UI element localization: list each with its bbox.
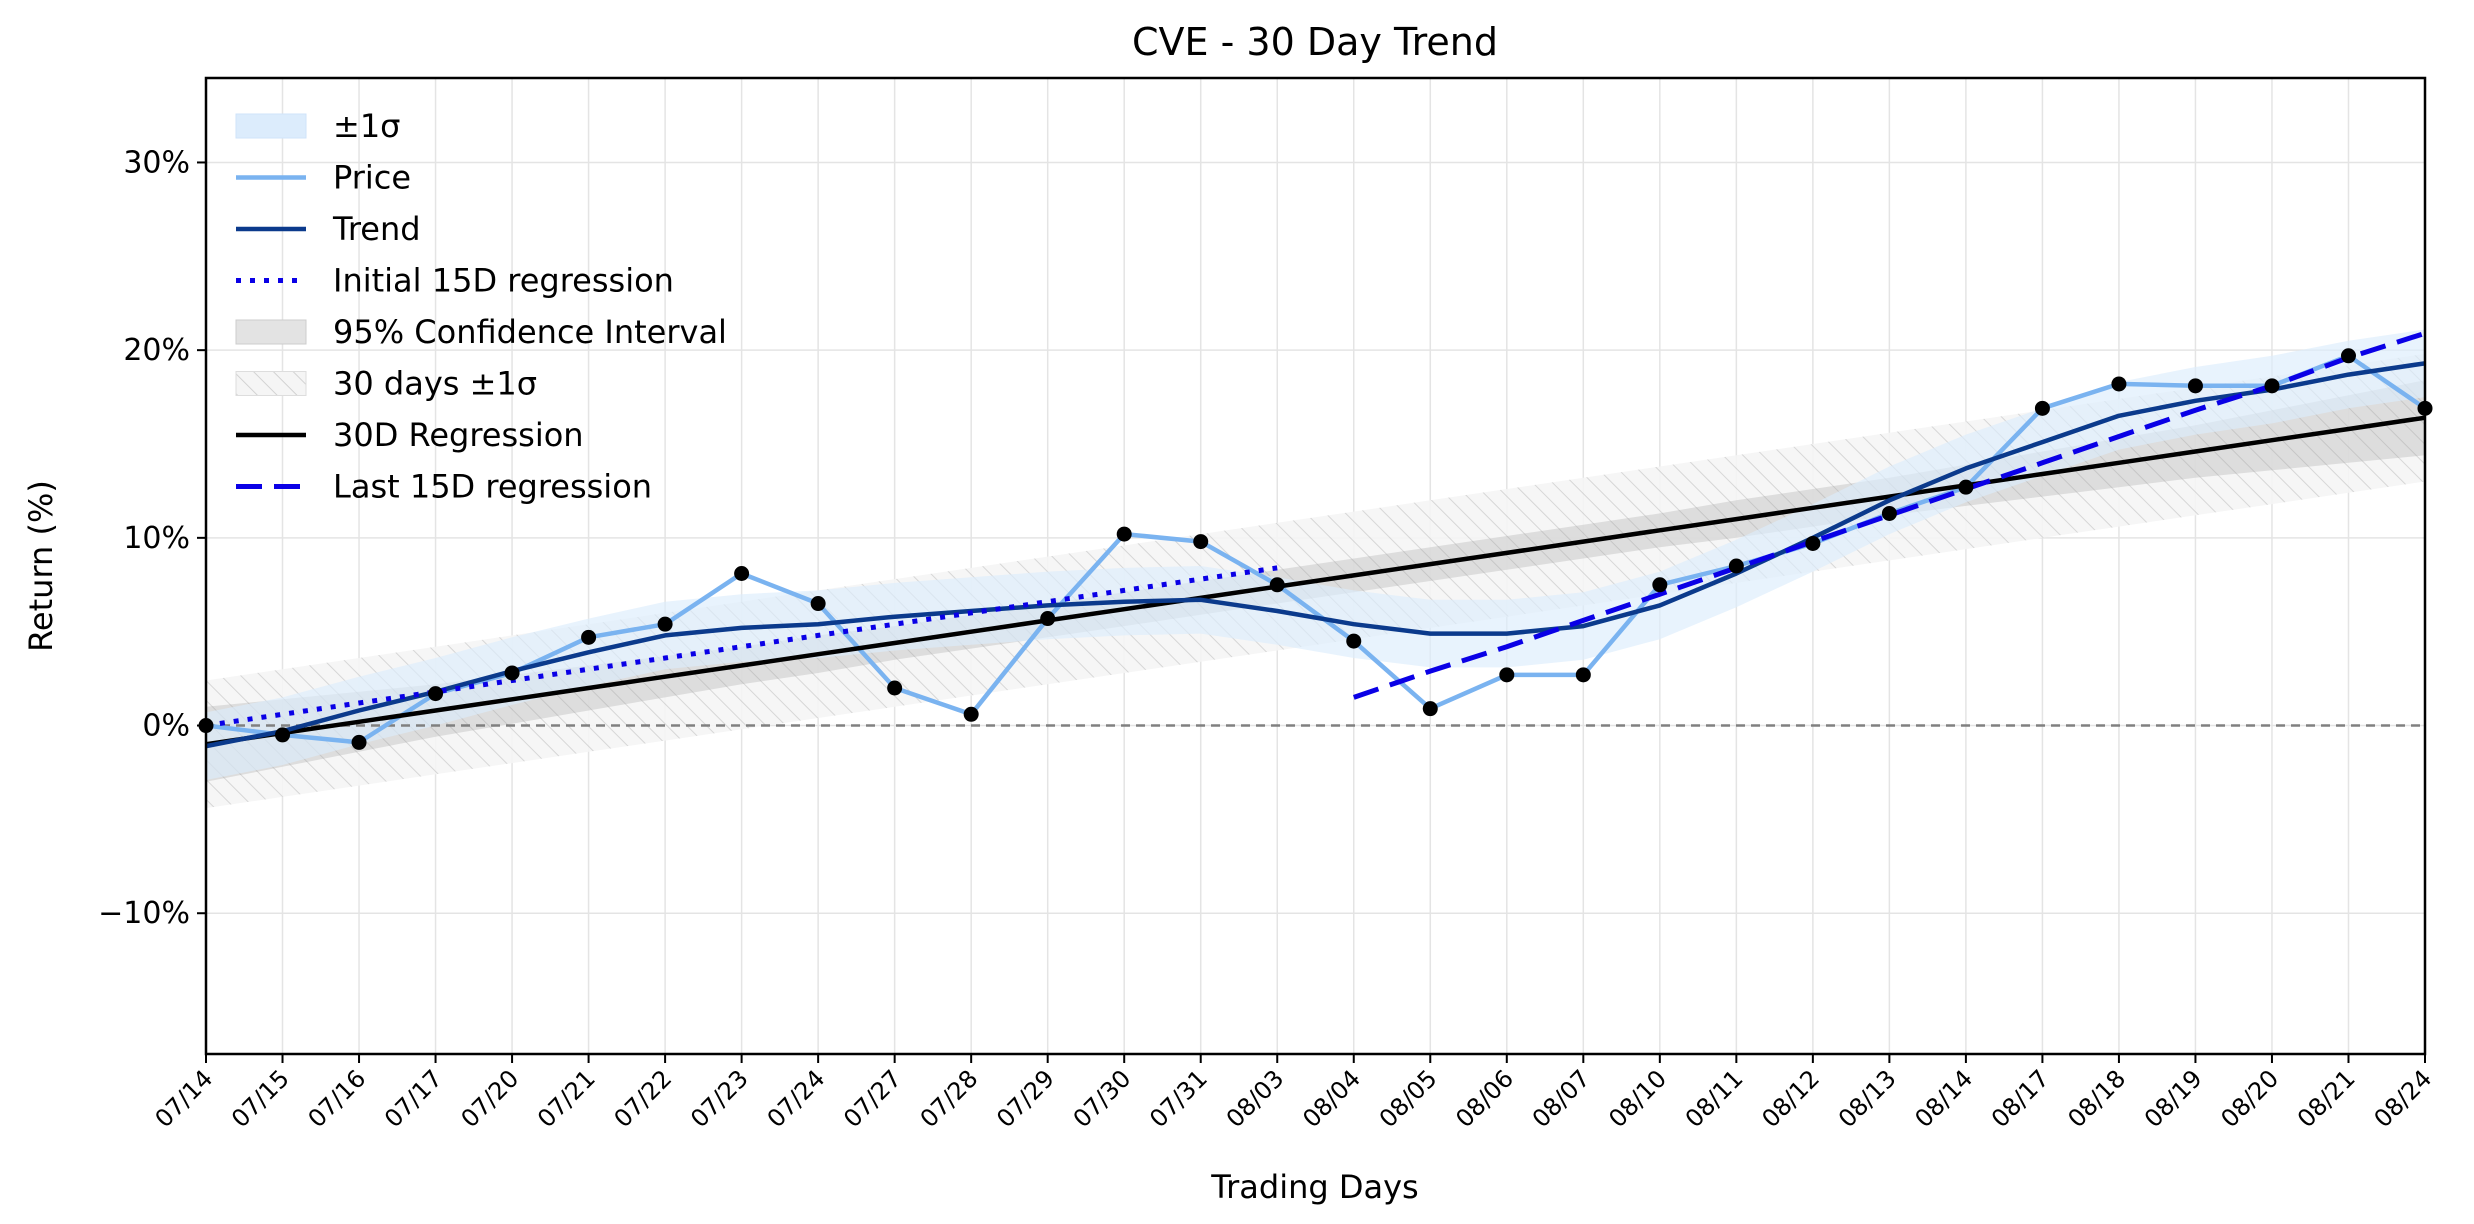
x-tick-label: 08/05 [1374,1064,1443,1133]
y-tick-label: 20% [123,333,190,368]
x-tick-label: 08/12 [1756,1064,1825,1133]
price-points [198,348,2433,750]
band-trend-sigma [206,329,2425,780]
x-tick-label: 08/03 [1221,1064,1290,1133]
bands [206,329,2425,809]
x-tick-label: 08/20 [2215,1064,2284,1133]
x-tick-label: 08/06 [1450,1064,1519,1133]
price-point [581,629,597,645]
x-tick-label: 08/17 [1986,1064,2055,1133]
legend-label: Initial 15D regression [333,262,674,300]
legend-label: ±1σ [333,107,400,145]
legend-swatch [235,113,307,139]
price-point [1116,526,1132,542]
x-tick-label: 08/19 [2139,1064,2208,1133]
x-tick-label: 07/17 [379,1064,448,1133]
price-point [1575,667,1591,683]
price-point [1193,534,1209,550]
x-tick-label: 07/22 [609,1064,678,1133]
x-tick-label: 08/21 [2292,1064,2361,1133]
x-tick-label: 07/14 [150,1064,219,1133]
x-tick-label: 07/31 [1144,1064,1213,1133]
price-point [1422,701,1438,717]
price-point [2264,378,2280,394]
price-point [963,706,979,722]
x-tick-label: 07/24 [762,1064,831,1133]
legend-item: ±1σ [235,107,400,145]
price-point [734,566,750,582]
price-point [1958,479,1974,495]
chart-title: CVE - 30 Day Trend [1132,20,1498,64]
x-axis-ticks: 07/14 07/15 07/16 07/17 07/20 07/21 07/22 07/23… [150,1054,2438,1133]
price-point [1728,558,1744,574]
x-tick-label: 08/24 [2369,1064,2438,1133]
y-tick-label: 30% [123,145,190,180]
legend-swatch [235,319,307,345]
y-axis-ticks: −10% 0% 10% 20% 30% [98,145,206,931]
price-point [428,686,444,702]
x-tick-label: 08/10 [1603,1064,1672,1133]
price-point [657,616,673,632]
price-point [2340,348,2356,364]
price-point [504,665,520,681]
legend-item: Trend [236,210,421,248]
legend-item: Last 15D regression [236,468,652,506]
legend-label: 95% Confidence Interval [333,313,727,351]
x-tick-label: 08/14 [1909,1064,1978,1133]
x-tick-label: 08/07 [1527,1064,1596,1133]
legend-item: 30 days ±1σ [235,365,537,403]
price-point [2034,400,2050,416]
x-tick-label: 07/27 [838,1064,907,1133]
plot-frame [204,76,2427,1056]
series-lines [206,330,2425,749]
x-tick-label: 07/21 [532,1064,601,1133]
price-point [275,727,291,743]
regression-30d-line [206,415,2425,747]
legend-label: Last 15D regression [333,468,652,506]
x-tick-label: 07/15 [226,1064,295,1133]
price-point [1269,577,1285,593]
x-tick-label: 08/18 [2062,1064,2131,1133]
x-tick-label: 07/16 [303,1064,372,1133]
x-tick-label: 07/28 [915,1064,984,1133]
legend-item: 95% Confidence Interval [235,313,727,351]
y-tick-label: −10% [98,896,190,931]
legend-swatch [235,371,307,396]
x-tick-label: 08/04 [1297,1064,1366,1133]
x-tick-label: 07/20 [456,1064,525,1133]
legend-label: Trend [332,210,421,248]
legend-item: Initial 15D regression [236,262,674,300]
price-point [1881,505,1897,521]
x-tick-label: 08/13 [1833,1064,1902,1133]
price-point [1040,611,1056,627]
y-tick-label: 10% [123,521,190,556]
legend-label: 30 days ±1σ [333,365,537,403]
price-point [810,596,826,612]
price-point [887,680,903,696]
price-point [1346,633,1362,649]
trend-line [206,361,2425,749]
y-tick-label: 0% [142,709,190,744]
x-axis-label: Trading Days [1210,1168,1418,1206]
y-axis-label: Return (%) [22,480,60,652]
x-tick-label: 07/30 [1068,1064,1137,1133]
legend-label: Price [333,159,411,197]
x-tick-label: 08/11 [1680,1064,1749,1133]
price-point [351,734,367,750]
legend: ±1σ Price Trend Initial 15D regression 95% C… [235,107,727,506]
legend-label: 30D Regression [333,416,584,454]
price-point [2187,378,2203,394]
price-line [206,353,2425,745]
price-point [1499,667,1515,683]
legend-item: Price [236,159,411,197]
x-tick-label: 07/29 [991,1064,1060,1133]
x-tick-label: 07/23 [685,1064,754,1133]
price-point [1652,577,1668,593]
price-point [1805,535,1821,551]
price-point [2111,376,2127,392]
legend-item: 30D Regression [236,416,584,454]
